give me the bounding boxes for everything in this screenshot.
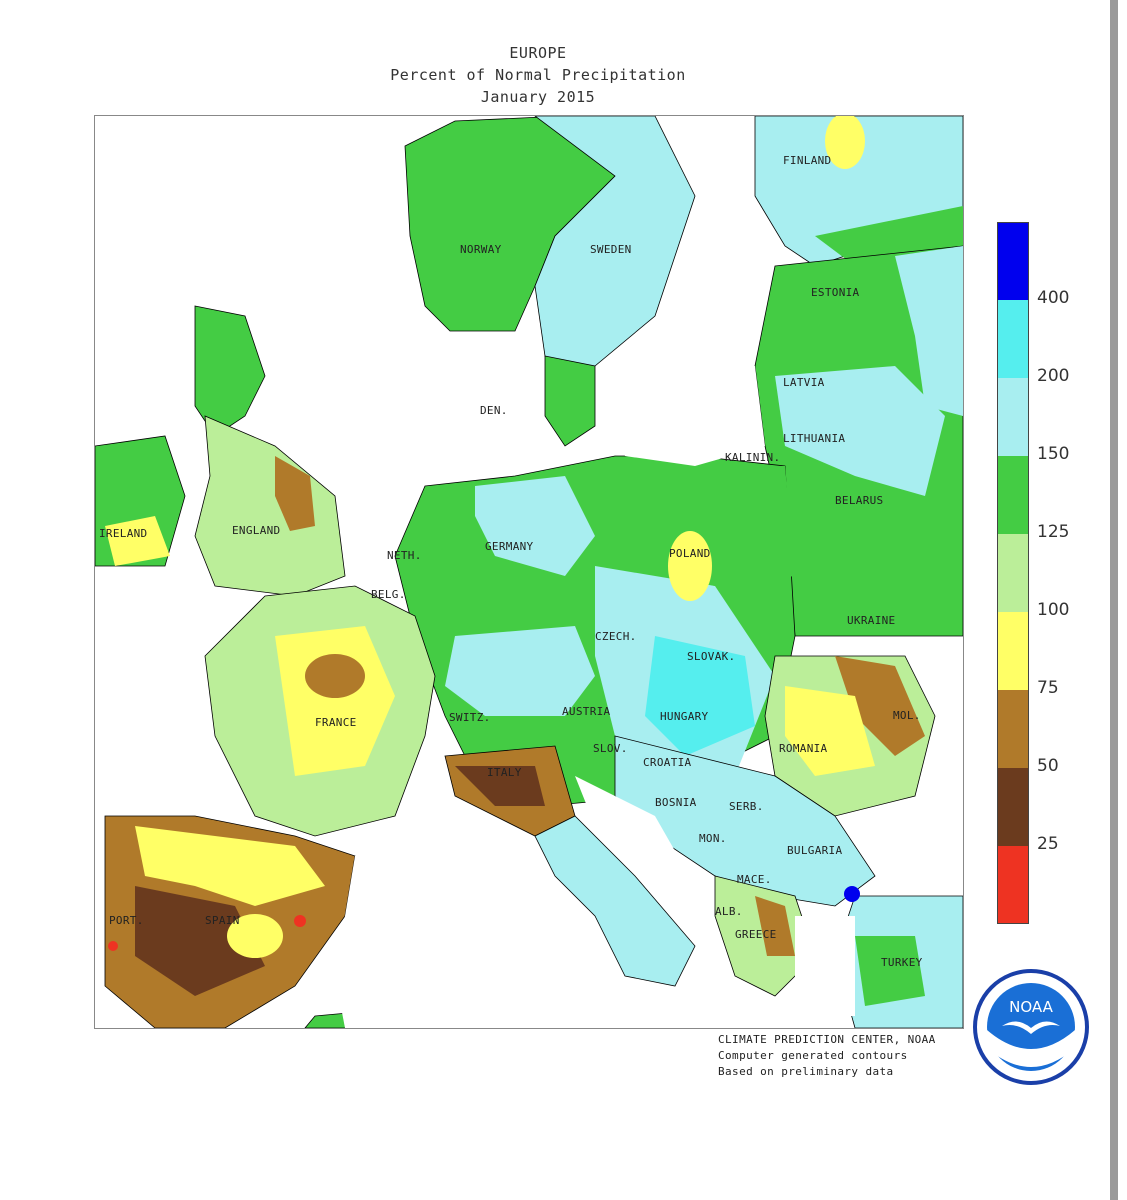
title-variable: Percent of Normal Precipitation	[390, 66, 686, 84]
region-finland-yellow	[825, 116, 865, 169]
region-russia-cyan	[895, 246, 963, 416]
label-estonia: ESTONIA	[811, 286, 860, 299]
legend-color-bar	[997, 222, 1029, 924]
region-italy-south	[534, 815, 696, 987]
region-romania-yellow	[785, 686, 875, 776]
region-iberia-darkbrown	[135, 886, 265, 996]
sea-aegean	[795, 916, 855, 1016]
label-germany: GERMANY	[485, 540, 534, 553]
label-bulgaria: BULGARIA	[787, 844, 843, 857]
label-turkey: TURKEY	[881, 956, 923, 969]
label-bosnia: BOSNIA	[655, 796, 697, 809]
region-england-brown	[275, 456, 315, 531]
label-romania: ROMANIA	[779, 742, 828, 755]
label-finland: FINLAND	[783, 154, 832, 167]
region-france-yellow	[275, 626, 395, 776]
legend-seg-200-400	[998, 300, 1028, 378]
scrollbar[interactable]	[1110, 0, 1118, 1200]
region-greece-brown	[755, 896, 795, 956]
legend-tick-125: 125	[1037, 522, 1070, 542]
label-poland: POLAND	[669, 547, 711, 560]
label-alb: ALB.	[715, 905, 743, 918]
label-kalinin: KALININ.	[725, 451, 781, 464]
label-port: PORT.	[109, 914, 144, 927]
region-germany-cyan	[475, 476, 595, 576]
label-neth: NETH.	[387, 549, 422, 562]
label-italy: ITALY	[487, 766, 522, 779]
label-belg: BELG.	[371, 588, 406, 601]
region-france-brown	[305, 654, 365, 698]
region-scotland	[194, 305, 266, 437]
legend-seg-over400	[998, 223, 1028, 300]
noaa-logo-text: NOAA	[1009, 998, 1053, 1016]
sea-north	[275, 336, 435, 496]
legend-seg-under25	[998, 846, 1028, 923]
region-mol-brown	[835, 656, 925, 756]
label-ukraine: UKRAINE	[847, 614, 896, 627]
title-period: January 2015	[480, 88, 596, 106]
label-austria: AUSTRIA	[562, 705, 611, 718]
sea-baltic	[605, 366, 765, 466]
label-lithuania: LITHUANIA	[783, 432, 846, 445]
legend-seg-50-75	[998, 690, 1028, 768]
region-thrace-blue	[844, 886, 860, 902]
legend-seg-125-150	[998, 456, 1028, 534]
region-turkey-green	[855, 936, 925, 1006]
label-switz: SWITZ.	[449, 711, 491, 724]
legend-seg-150-200	[998, 378, 1028, 456]
region-portugal-red	[108, 941, 118, 951]
label-norway: NORWAY	[460, 243, 502, 256]
legend-tick-200: 200	[1037, 366, 1070, 386]
label-slovak: SLOVAK.	[687, 650, 736, 663]
label-greece: GREECE	[735, 928, 777, 941]
credit-method: Computer generated contours	[718, 1049, 908, 1062]
legend-tick-50: 50	[1037, 756, 1059, 776]
label-spain: SPAIN	[205, 914, 240, 927]
credit-note: Based on preliminary data	[718, 1065, 894, 1078]
legend-tick-400: 400	[1037, 288, 1070, 308]
region-spain-red	[294, 915, 306, 927]
label-czech: CZECH.	[595, 630, 637, 643]
region-hungary-cyan2	[645, 636, 755, 756]
label-ireland: IRELAND	[99, 527, 148, 540]
map-title: EUROPE Percent of Normal Precipitation J…	[0, 42, 1076, 108]
sea-adriatic	[575, 776, 695, 886]
legend-seg-75-100	[998, 612, 1028, 690]
legend-tick-25: 25	[1037, 834, 1059, 854]
label-slov: SLOV.	[593, 742, 628, 755]
legend-tick-100: 100	[1037, 600, 1070, 620]
region-alps-cyan	[445, 626, 595, 716]
region-spain-yellow2	[227, 914, 283, 958]
region-italy-brown-dark	[455, 766, 545, 806]
legend-tick-75: 75	[1037, 678, 1059, 698]
legend-seg-100-125	[998, 534, 1028, 612]
region-england	[194, 415, 346, 597]
label-mace: MACE.	[737, 873, 772, 886]
label-den: DEN.	[480, 404, 508, 417]
region-sweden-lowgreen	[544, 355, 596, 447]
label-france: FRANCE	[315, 716, 357, 729]
noaa-seagull-logo-icon: NOAA	[973, 969, 1089, 1085]
label-hungary: HUNGARY	[660, 710, 709, 723]
label-mon: MON.	[699, 832, 727, 845]
region-poland-yellow	[668, 531, 712, 601]
label-croatia: CROATIA	[643, 756, 692, 769]
label-serb: SERB.	[729, 800, 764, 813]
legend-seg-25-50	[998, 768, 1028, 846]
label-mol: MOL.	[893, 709, 921, 722]
label-latvia: LATVIA	[783, 376, 825, 389]
region-poland-green	[615, 466, 795, 586]
label-england: ENGLAND	[232, 524, 281, 537]
label-belarus: BELARUS	[835, 494, 884, 507]
credit-source: CLIMATE PREDICTION CENTER, NOAA	[718, 1033, 936, 1046]
region-latvia-cyan	[775, 366, 945, 496]
region-ireland-yellow	[105, 516, 170, 566]
region-iberia-yellow	[135, 826, 325, 906]
label-sweden: SWEDEN	[590, 243, 632, 256]
sea-mediterranean	[335, 836, 565, 1028]
map-canvas	[95, 116, 963, 1028]
title-region: EUROPE	[509, 44, 567, 62]
legend-tick-150: 150	[1037, 444, 1070, 464]
precipitation-map: FINLAND NORWAY SWEDEN ESTONIA LATVIA LIT…	[94, 115, 964, 1029]
